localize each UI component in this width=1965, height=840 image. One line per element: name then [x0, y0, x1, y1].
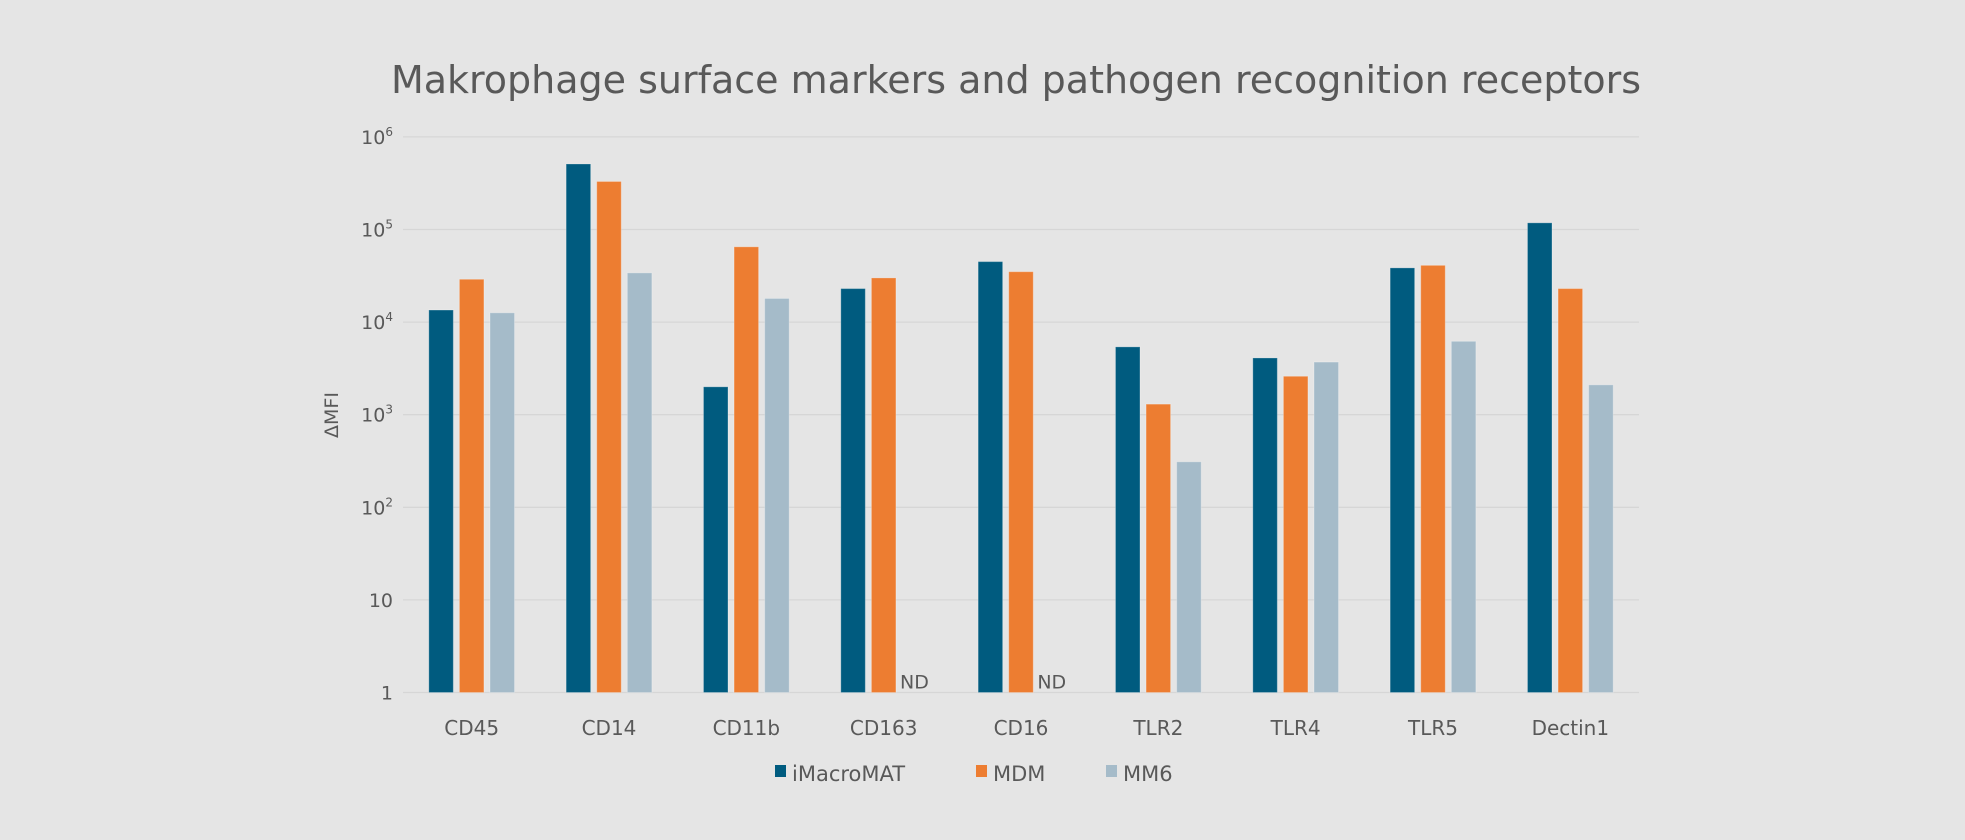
x-category-label: CD45 [444, 716, 499, 740]
bar-imacromat-tlr4 [1252, 357, 1278, 693]
bars: ND ND [428, 163, 1614, 694]
legend-label: MM6 [1123, 762, 1173, 786]
x-axis-categories: CD45 CD14 CD11b CD163 CD16 TLR2 TLR4 TLR5 Dectin… [444, 716, 1609, 740]
bar-imacromat-cd45 [428, 309, 454, 693]
y-tick-label: 103 [361, 403, 393, 427]
bar-mm6-dectin1 [1588, 384, 1614, 693]
x-category-label: CD14 [582, 716, 637, 740]
bar-imacromat-cd163 [840, 288, 866, 693]
legend-item-mm6: MM6 [1106, 762, 1173, 786]
y-tick-label: 10 [369, 590, 393, 612]
bar-imacromat-tlr2 [1114, 346, 1141, 693]
legend-label: iMacroMAT [792, 762, 905, 786]
bar-mdm-tlr2 [1145, 403, 1172, 693]
legend-swatch-icon [1106, 765, 1117, 777]
x-category-label: CD16 [994, 716, 1049, 740]
bar-mdm-tlr5 [1420, 264, 1446, 693]
bar-mm6-cd14 [626, 272, 653, 693]
bar-mdm-dectin1 [1557, 288, 1584, 693]
bar-mdm-cd11b [733, 246, 760, 693]
bar-mm6-cd45 [489, 312, 516, 693]
not-detected-label: ND [900, 672, 929, 694]
bar-mm6-cd11b [764, 297, 790, 693]
y-axis-title: ΔMFI [321, 392, 343, 438]
bar-mdm-cd16 [1008, 271, 1034, 693]
bar-mm6-tlr2 [1176, 461, 1202, 693]
x-category-label: TLR5 [1407, 716, 1458, 740]
y-axis-ticks: 1 10 102 103 104 105 106 [361, 125, 393, 705]
bar-imacromat-tlr5 [1389, 267, 1416, 693]
bar-mdm-cd163 [870, 277, 897, 693]
legend-swatch-icon [976, 765, 987, 777]
x-category-label: Dectin1 [1532, 716, 1610, 740]
legend-label: MDM [993, 762, 1045, 786]
bar-mdm-tlr4 [1282, 375, 1309, 693]
bar-mdm-cd45 [458, 278, 485, 693]
bar-mdm-cd14 [596, 180, 622, 694]
x-category-label: CD163 [850, 716, 918, 740]
legend: iMacroMAT MDM MM6 [775, 762, 1173, 786]
bar-imacromat-cd16 [977, 261, 1004, 693]
chart-title: Makrophage surface markers and pathogen … [391, 58, 1641, 102]
y-tick-label: 102 [361, 495, 393, 519]
bar-mm6-tlr5 [1450, 340, 1477, 693]
y-tick-label: 105 [361, 218, 393, 242]
y-tick-label: 104 [361, 310, 393, 334]
legend-swatch-icon [775, 765, 786, 777]
legend-item-mdm: MDM [976, 762, 1045, 786]
not-detected-label: ND [1037, 672, 1066, 694]
y-tick-label: 106 [361, 125, 393, 149]
legend-item-imacromat: iMacroMAT [775, 762, 905, 786]
bar-imacromat-cd14 [565, 163, 592, 693]
bar-mm6-tlr4 [1313, 361, 1340, 693]
x-category-label: CD11b [713, 716, 781, 740]
x-category-label: TLR2 [1132, 716, 1183, 740]
bar-imacromat-cd11b [702, 386, 729, 693]
bar-imacromat-dectin1 [1526, 222, 1553, 693]
y-tick-label: 1 [381, 683, 393, 705]
x-category-label: TLR4 [1270, 716, 1321, 740]
